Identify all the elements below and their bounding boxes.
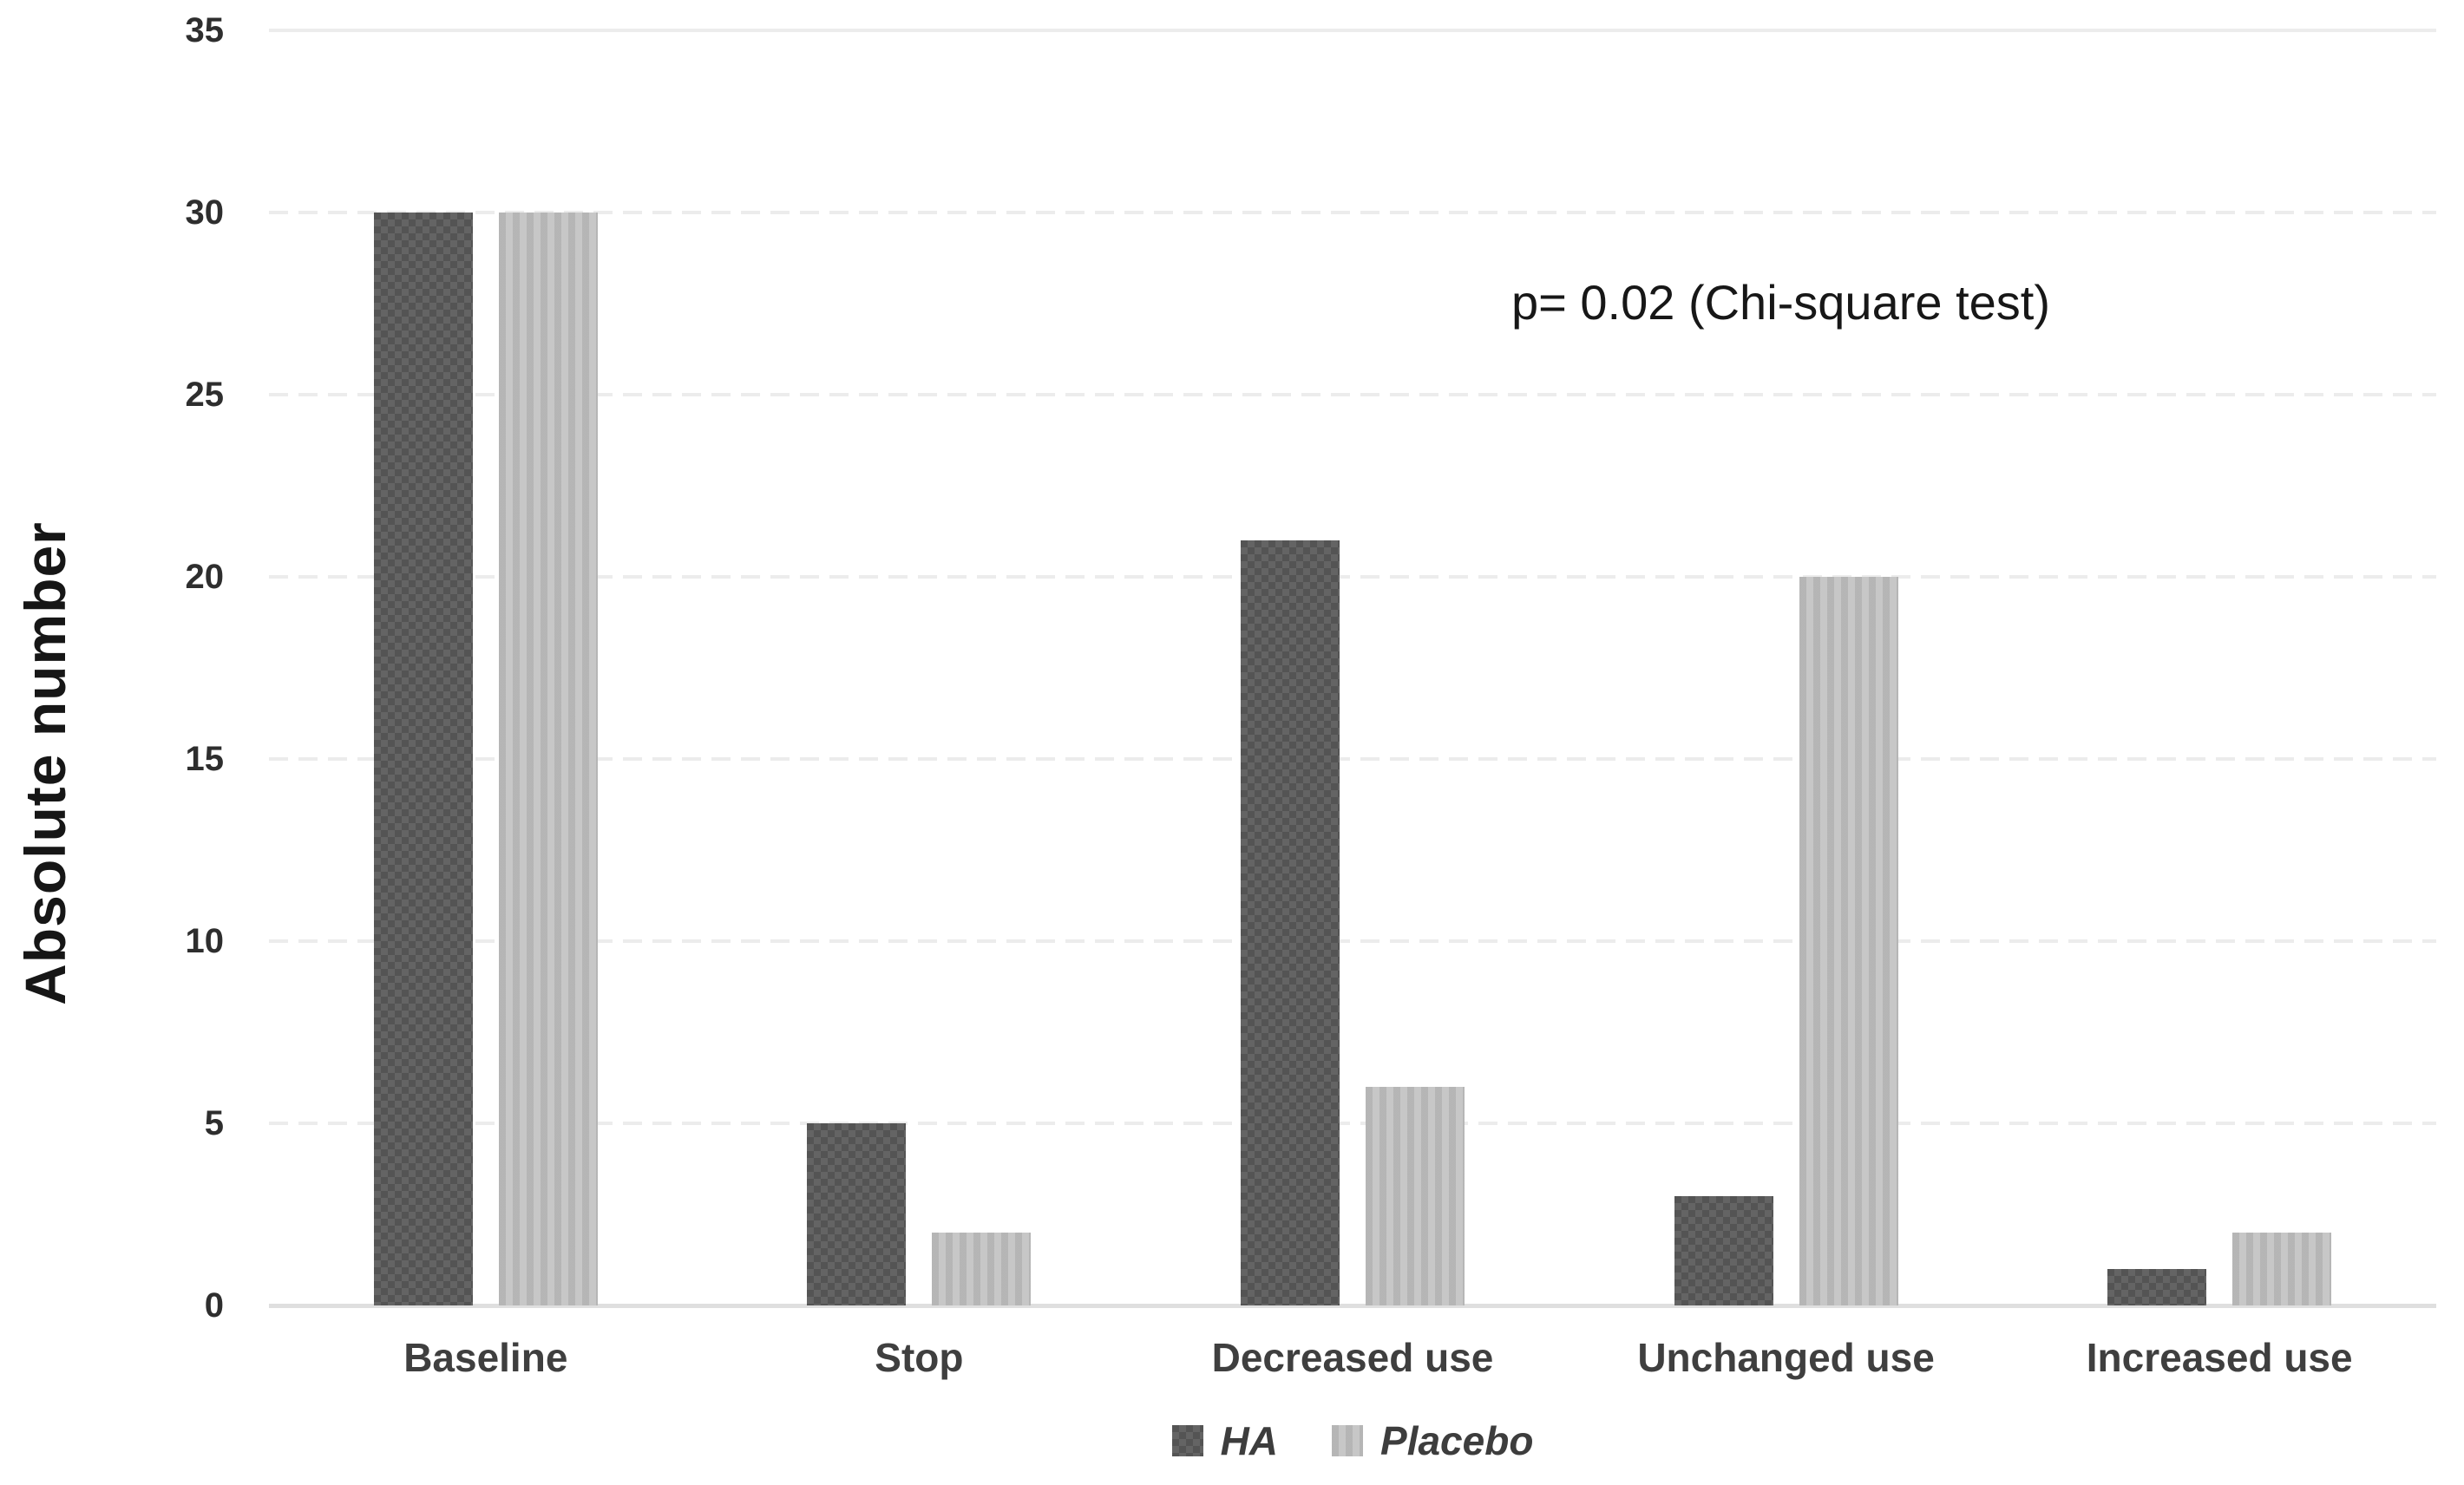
y-axis-tick-labels: 35 30 25 20 15 10 5 0 [0,0,225,1485]
y-tick-label-0: 0 [204,1286,224,1325]
bar-group-increased-use [2002,30,2436,1305]
legend-label-placebo: Placebo [1380,1418,1534,1463]
y-tick-label-10: 10 [185,922,225,960]
y-tick-label-15: 15 [185,740,225,778]
bar-groups [269,30,2436,1305]
bar-placebo-stop [932,1233,1032,1305]
legend-item-ha: HA [1171,1417,1279,1464]
p-value-annotation: p= 0.02 (Chi-square test) [1511,275,2050,330]
bar-group-decreased-use [1136,30,1569,1305]
gridline-y-20 [269,575,2436,579]
gridline-y-25 [269,393,2436,396]
y-tick-label-5: 5 [204,1104,224,1142]
y-tick-label-25: 25 [185,376,225,414]
gridline-y-0 [269,1304,2436,1308]
x-axis-category-labels: Baseline Stop Decreased use Unchanged use In… [269,1334,2436,1381]
gridline-y-5 [269,1122,2436,1125]
bar-group-stop [703,30,1137,1305]
bar-group-unchanged-use [1569,30,2003,1305]
bar-placebo-unchanged-use [1799,577,1898,1305]
bar-ha-baseline [373,213,473,1305]
bar-ha-increased-use [2107,1269,2207,1305]
legend-swatch-ha [1171,1425,1203,1456]
y-tick-label-30: 30 [185,193,225,232]
legend-swatch-placebo [1332,1425,1364,1456]
x-category-label-unchanged-use: Unchanged use [1637,1335,1935,1380]
bar-ha-stop [807,1123,907,1305]
plot-area [269,29,2436,1308]
legend: HA Placebo [269,1417,2436,1464]
bar-placebo-increased-use [2232,1233,2332,1305]
y-tick-label-20: 20 [185,558,225,596]
y-tick-label-35: 35 [185,11,225,49]
x-category-label-increased-use: Increased use [2086,1335,2353,1380]
legend-item-placebo: Placebo [1332,1417,1533,1464]
gridline-y-35 [269,29,2436,32]
legend-label-ha: HA [1220,1418,1279,1463]
bar-placebo-baseline [498,213,598,1305]
gridline-y-15 [269,757,2436,761]
gridline-y-10 [269,939,2436,943]
bar-placebo-decreased-use [1365,1087,1465,1305]
x-category-label-stop: Stop [875,1335,964,1380]
x-category-label-decreased-use: Decreased use [1211,1335,1494,1380]
bar-ha-decreased-use [1240,540,1340,1305]
bar-ha-unchanged-use [1674,1196,1773,1305]
gridline-y-30 [269,211,2436,214]
x-category-label-baseline: Baseline [403,1335,568,1380]
bar-group-baseline [269,30,703,1305]
